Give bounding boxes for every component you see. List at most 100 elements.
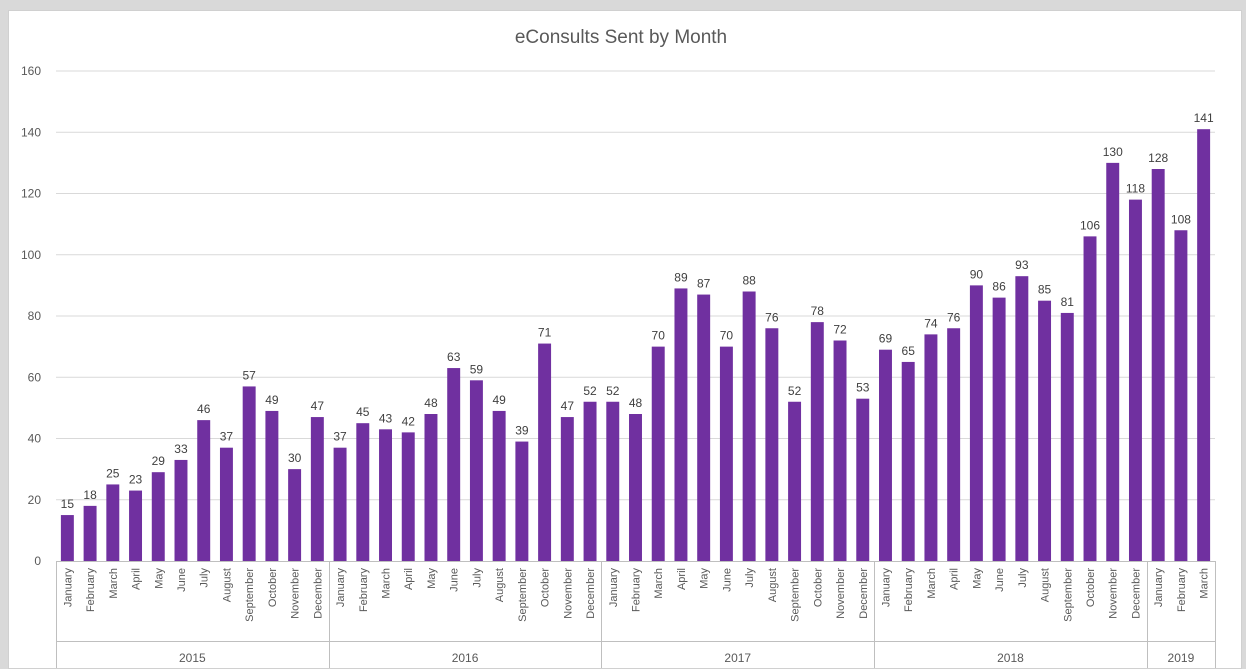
data-label: 53 [856,381,870,395]
x-tick-label: February [1176,568,1188,613]
data-label: 86 [992,280,1006,294]
bar [492,410,506,561]
y-tick-label: 60 [28,370,42,384]
bar [1128,199,1142,561]
x-tick-label: December [1130,568,1142,619]
data-label: 90 [970,267,984,281]
y-tick-label: 100 [21,248,41,262]
data-label: 23 [129,473,143,487]
x-tick-label: July [471,568,483,588]
bar [424,414,438,561]
x-tick-label: January [608,568,620,608]
data-label: 141 [1194,111,1214,125]
data-label: 52 [788,384,802,398]
bar [969,285,983,561]
bar-chart: eConsults Sent by Month 0 20 40 60 80 100 120 1… [21,27,1216,668]
year-label: 2017 [724,651,751,665]
data-label: 57 [242,368,256,382]
data-label: 25 [106,466,120,480]
x-tick-label: May [971,568,983,589]
bar [333,447,347,561]
x-axis: January February March April May June July Augu… [56,561,1216,668]
x-tick-label: October [812,568,824,607]
x-tick-label: February [85,568,97,613]
x-tick-label: April [131,568,143,590]
bar [197,420,211,561]
data-label: 47 [311,399,325,413]
y-tick-label: 0 [34,554,41,568]
x-tick-label: November [1108,568,1120,619]
bar [288,469,302,561]
x-tick-label: April [676,568,688,590]
data-label: 87 [697,277,711,291]
bar [1060,312,1074,561]
data-label: 89 [674,270,688,284]
x-tick-label: September [790,568,802,622]
data-label: 88 [742,274,756,288]
x-tick-label: December [585,568,597,619]
data-label: 18 [83,488,97,502]
y-tick-label: 120 [21,187,41,201]
y-tick-label: 80 [28,309,42,323]
x-tick-label: February [358,568,370,613]
bar [265,410,279,561]
data-label: 46 [197,402,211,416]
x-tick-label: October [267,568,279,607]
x-tick-label: November [290,568,302,619]
bar [879,349,892,561]
y-tick-label: 40 [28,432,42,446]
bar [1083,236,1097,561]
data-label: 65 [902,344,916,358]
bar [310,417,324,561]
bar [856,398,870,561]
data-label: 118 [1126,182,1145,196]
x-tick-label: July [1017,568,1029,588]
data-label: 43 [379,411,393,425]
bar [515,441,529,561]
x-tick-label: July [199,568,211,588]
data-label: 52 [606,384,620,398]
data-label: 69 [879,332,893,346]
year-label: 2018 [997,651,1024,665]
bar [379,429,392,561]
data-label: 47 [561,399,575,413]
bar [788,401,802,561]
x-tick-label: August [767,568,779,602]
x-tick-label: January [1153,568,1165,608]
x-tick-label: October [1085,568,1097,607]
data-label: 106 [1080,218,1100,232]
bar [947,328,961,561]
year-label: 2019 [1168,651,1195,665]
data-label: 37 [220,430,234,444]
data-label: 70 [720,329,734,343]
bar [583,401,597,561]
data-label: 49 [265,393,279,407]
data-label: 108 [1171,212,1191,226]
data-label: 81 [1061,295,1075,309]
x-tick-label: March [1199,568,1211,599]
data-label: 130 [1103,145,1123,159]
bar [992,297,1006,561]
x-tick-label: April [403,568,415,590]
data-label: 93 [1015,258,1029,272]
x-tick-label: September [244,568,256,622]
data-label: 128 [1148,151,1168,165]
bar [742,291,756,561]
x-tick-label: November [835,568,847,619]
bar [1015,276,1029,561]
bar [697,294,711,561]
bar [129,490,143,561]
bar [219,447,233,561]
x-tick-label: March [381,568,393,599]
bar [629,414,642,561]
data-label: 63 [447,350,461,364]
x-tick-label: August [494,568,506,602]
x-tick-label: May [426,568,438,589]
bar [401,432,415,561]
y-tick-label: 20 [28,493,42,507]
bar [606,401,620,561]
x-tick-label: March [108,568,120,599]
x-tick-label: February [903,568,915,613]
bar [1197,129,1211,561]
chart-frame: eConsults Sent by Month 0 20 40 60 80 100 120 1… [8,10,1242,669]
